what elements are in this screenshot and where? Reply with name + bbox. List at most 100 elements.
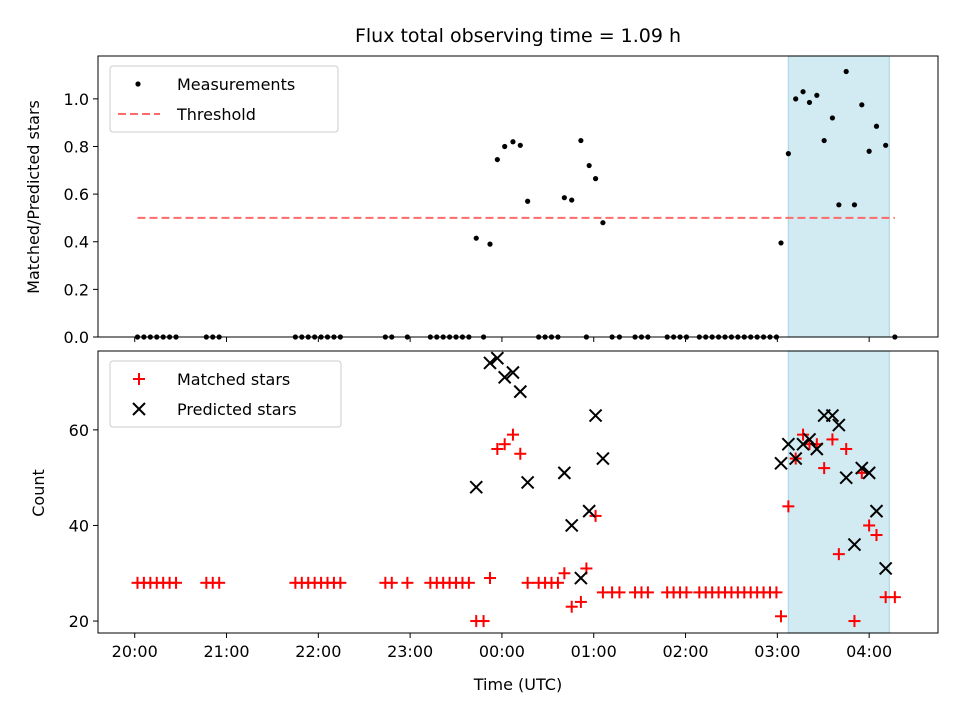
matched-star-point [477,615,490,628]
matched-star-point [782,500,795,513]
top-panel: 0.0 0.2 0.4 0.6 0.8 1.0 Matched/Predicted sta… [24,55,939,347]
bottom-legend-box [109,360,342,428]
top-panel-frame [97,55,939,338]
measurement-point [600,220,606,226]
matched-star-point [589,509,602,522]
x-axis-label: Time (UTC) [473,675,562,694]
bottom-panel-frame [97,350,939,634]
measurement-point [487,241,493,247]
measurement-point [785,151,791,157]
measurement-point [843,68,849,75]
predicted-star-point [862,466,876,480]
top-shaded-span [787,55,890,338]
matched-star-point [565,600,578,613]
predicted-star-point [596,451,610,466]
matched-star-point [848,615,861,628]
bottom-y-tick-label: 60 [69,421,89,440]
measurement-point [778,240,784,246]
matched-star-point [680,586,693,599]
measurement-point [873,123,880,129]
x-tick-label: 23:00 [387,642,433,661]
predicted-star-point [781,437,796,451]
measurement-point [502,143,508,150]
legend-measurements-marker [135,81,141,87]
legend-matched-marker [133,373,145,385]
predicted-star-point [497,370,512,384]
measurement-point [851,202,858,208]
matched-star-point [334,576,347,589]
predicted-star-point [520,475,535,490]
matched-star-point [775,610,788,623]
predicted-star-point [839,470,853,485]
measurement-point [592,176,599,182]
matched-star-point [770,586,783,599]
legend-predicted-label: Predicted stars [177,400,297,419]
x-tick-label: 04:00 [846,642,892,661]
matched-star-point [401,576,414,589]
measurement-point [829,115,836,121]
predicted-star-point [825,408,840,423]
legend-measurements-label: Measurements [177,75,295,94]
measurement-point [883,142,889,148]
top-y-tick-label: 0.8 [64,137,89,156]
legend-predicted-marker [132,402,146,416]
measurement-point [859,102,865,108]
matched-star-point [613,586,626,599]
predicted-star-point [483,356,497,370]
bottom-shaded-span [787,350,890,634]
predicted-star-point [878,561,893,576]
top-panel-ylabel: Matched/Predicted stars [24,100,43,294]
measurement-point [494,156,500,163]
measurement-point [473,235,479,241]
predicted-star-point [774,456,788,471]
measurement-point [578,137,584,144]
matched-star-point [797,428,810,441]
matched-star-point [574,595,587,608]
measurement-point [586,162,592,169]
predicted-star-point [869,504,884,518]
bottom-panel: 20:00 21:00 22:00 23:00 00:00 01:00 02:00 03:00… [29,350,939,661]
top-y-tick-label: 1.0 [64,90,89,109]
top-y-tick-label: 0.0 [64,328,89,347]
matched-star-point [462,576,475,589]
measurement-point [793,96,799,102]
x-tick-label: 20:00 [112,642,158,661]
matched-star-point [170,576,183,589]
measurement-point [569,197,575,203]
bottom-panel-ylabel: Count [29,469,48,517]
matched-star-point [870,529,883,542]
matched-star-point [826,433,839,446]
predicted-star-point [469,480,483,494]
predicted-star-point [832,418,846,432]
matched-star-point [213,576,226,589]
matched-star-point [551,576,564,589]
bottom-y-tick-label: 20 [69,612,89,631]
x-tick-label: 00:00 [479,642,525,661]
bottom-y-tick-label: 40 [69,516,89,535]
predicted-star-point [796,437,810,451]
matched-star-point [558,567,571,580]
predicted-star-point [855,461,869,475]
measurement-point [525,198,531,204]
predicted-star-point [847,537,862,552]
matched-star-point [863,519,876,532]
matched-star-point [818,462,831,475]
x-tick-label: 22:00 [295,642,341,661]
matched-star-point [385,576,398,589]
measurement-point [821,137,827,144]
measurement-point [561,195,567,201]
x-tick-label: 02:00 [662,642,708,661]
matched-star-point [888,591,901,604]
matched-star-point [506,428,519,441]
legend-threshold-label: Threshold [176,105,256,124]
matched-star-point [514,447,527,460]
predicted-star-point [506,365,520,380]
matched-star-point [521,576,534,589]
matched-star-point [832,548,845,561]
matched-star-point [498,438,511,451]
predicted-star-point [802,432,817,447]
measurement-point [836,202,842,208]
predicted-star-point [564,518,579,533]
matched-star-point [641,586,654,599]
